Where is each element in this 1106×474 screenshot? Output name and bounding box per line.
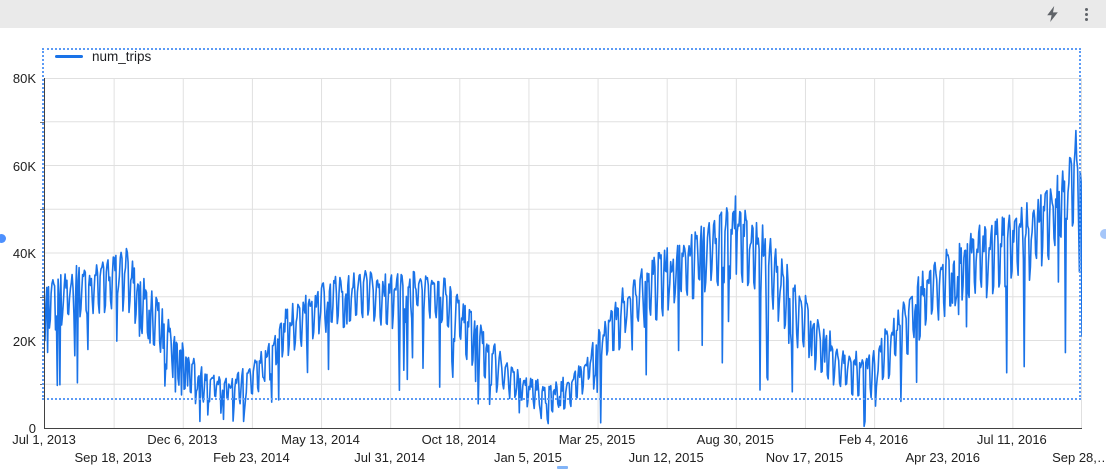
selection-handle-left[interactable] xyxy=(0,234,6,243)
y-tick-label: 60K xyxy=(12,158,36,174)
y-tick-label: 0 xyxy=(28,421,36,436)
kebab-menu-icon[interactable] xyxy=(1074,2,1098,26)
y-axis-minor-tick xyxy=(40,384,44,386)
lightning-bolt-glyph xyxy=(1046,6,1058,22)
x-tick-label: Sep 18, 2013 xyxy=(74,450,152,465)
x-tick-label: Feb 23, 2014 xyxy=(213,450,290,465)
y-tick-label: 40K xyxy=(12,246,36,261)
x-tick-label: Aug 30, 2015 xyxy=(696,432,775,447)
selection-handle-bottom[interactable] xyxy=(557,466,568,469)
y-tick-label: 80K xyxy=(12,71,36,86)
x-tick-label: Mar 25, 2015 xyxy=(558,432,636,447)
x-tick-label: Sep 28,… xyxy=(1052,450,1106,465)
plot-area[interactable] xyxy=(44,78,1082,429)
legend-item-num-trips[interactable]: num_trips xyxy=(55,49,151,64)
x-tick-label: Dec 6, 2013 xyxy=(147,432,218,447)
plot-canvas xyxy=(45,78,1082,428)
top-bar-actions xyxy=(1040,0,1098,28)
top-bar xyxy=(0,0,1106,28)
y-axis-minor-tick xyxy=(40,296,44,298)
y-axis-minor-tick xyxy=(40,121,44,123)
kebab-dots xyxy=(1084,7,1088,21)
legend-label: num_trips xyxy=(92,49,152,64)
y-axis-minor-tick xyxy=(40,209,44,211)
x-tick-label: Nov 17, 2015 xyxy=(765,450,844,465)
x-tick-label: Apr 23, 2016 xyxy=(905,450,980,465)
time-series-chart[interactable]: num_trips 0 20K 40K 60K 80K Jul 1, 2013 Sep 1… xyxy=(0,28,1106,474)
y-tick-label: 20K xyxy=(12,333,36,349)
x-tick-label: Jul 11, 2016 xyxy=(976,432,1047,447)
x-tick-label: Jan 5, 2015 xyxy=(493,450,562,465)
x-tick-label: Oct 18, 2014 xyxy=(421,432,497,447)
x-tick-label: Jul 1, 2013 xyxy=(12,432,76,447)
lightning-bolt-icon[interactable] xyxy=(1040,2,1064,26)
selection-handle-right[interactable] xyxy=(1100,229,1106,239)
x-tick-label: Jul 31, 2014 xyxy=(354,450,426,465)
legend-line-swatch xyxy=(55,55,83,58)
x-tick-label: Feb 4, 2016 xyxy=(838,432,909,447)
x-tick-label: May 13, 2014 xyxy=(281,432,360,447)
x-tick-label: Jun 12, 2015 xyxy=(628,450,704,465)
